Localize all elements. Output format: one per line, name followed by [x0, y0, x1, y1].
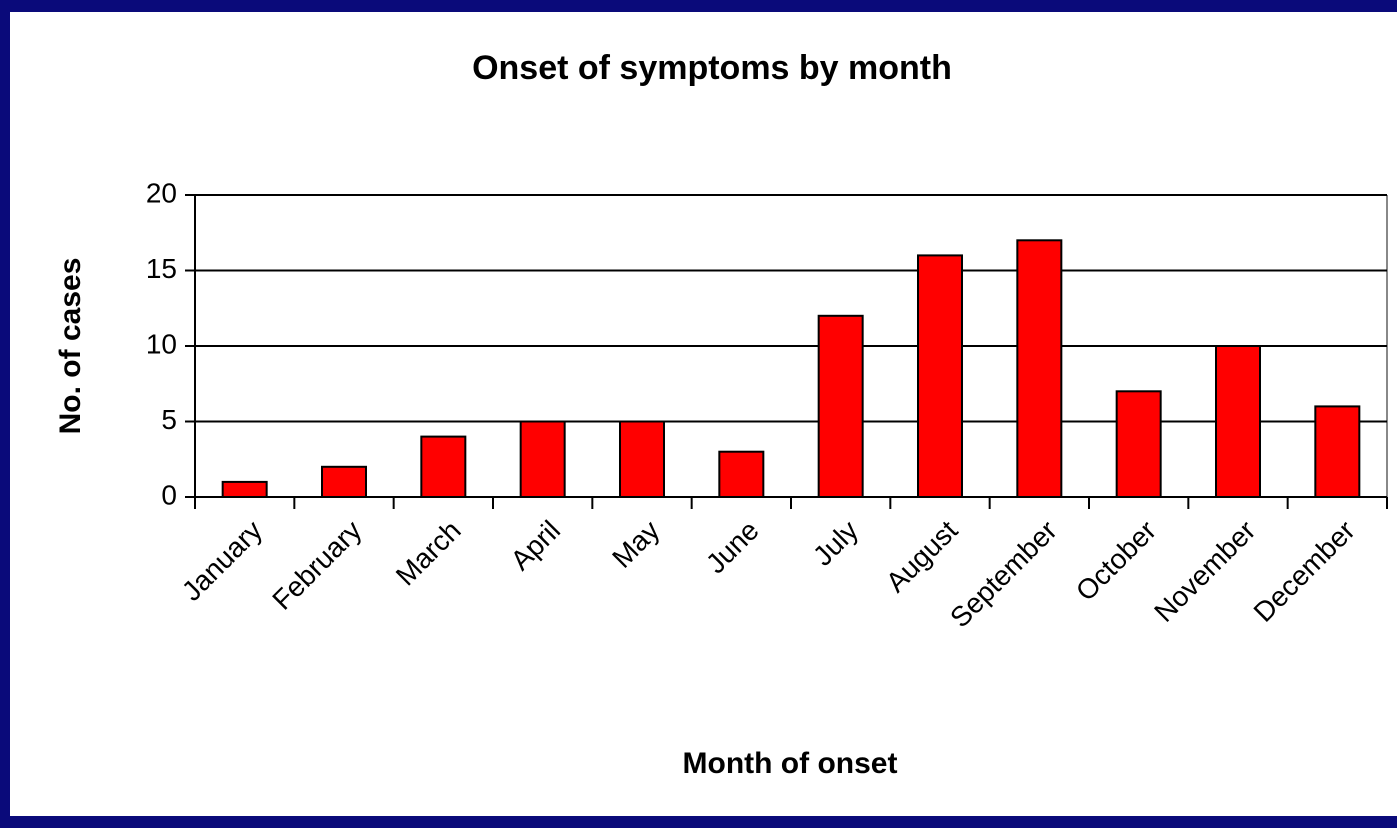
- bar: [718, 450, 765, 499]
- chart-title: Onset of symptoms by month: [472, 49, 952, 87]
- bar: [1215, 345, 1261, 498]
- bar: [1016, 239, 1063, 499]
- x-tick-label: July: [807, 515, 864, 572]
- x-tick-label: October: [1070, 515, 1162, 607]
- x-tick-label: November: [1148, 515, 1261, 628]
- slide-panel: [10, 12, 1397, 816]
- y-axis-label: No. of cases: [54, 258, 87, 435]
- x-tick-label: April: [505, 515, 567, 577]
- x-tick-label: May: [606, 515, 665, 574]
- bar: [917, 254, 963, 498]
- x-tick-label: December: [1248, 515, 1361, 628]
- bar: [321, 465, 367, 498]
- x-tick-label: January: [176, 515, 268, 607]
- x-tick-label: June: [700, 515, 765, 580]
- bar: [1115, 390, 1162, 498]
- bar: [817, 314, 864, 498]
- x-axis-label: Month of onset: [683, 747, 898, 780]
- bar: [519, 420, 566, 498]
- y-tick-label: 0: [161, 479, 177, 510]
- y-tick-label: 20: [146, 177, 177, 208]
- x-tick-label: March: [390, 515, 467, 592]
- bar: [619, 420, 665, 498]
- y-tick-label: 5: [161, 404, 177, 435]
- bar: [221, 480, 268, 498]
- bar: [420, 435, 467, 499]
- x-tick-label: August: [880, 514, 964, 598]
- x-tick-label: September: [944, 515, 1063, 634]
- x-tick-label: February: [266, 515, 367, 616]
- bar: [1314, 405, 1361, 498]
- y-tick-label: 15: [146, 253, 177, 284]
- y-tick-label: 10: [146, 328, 177, 359]
